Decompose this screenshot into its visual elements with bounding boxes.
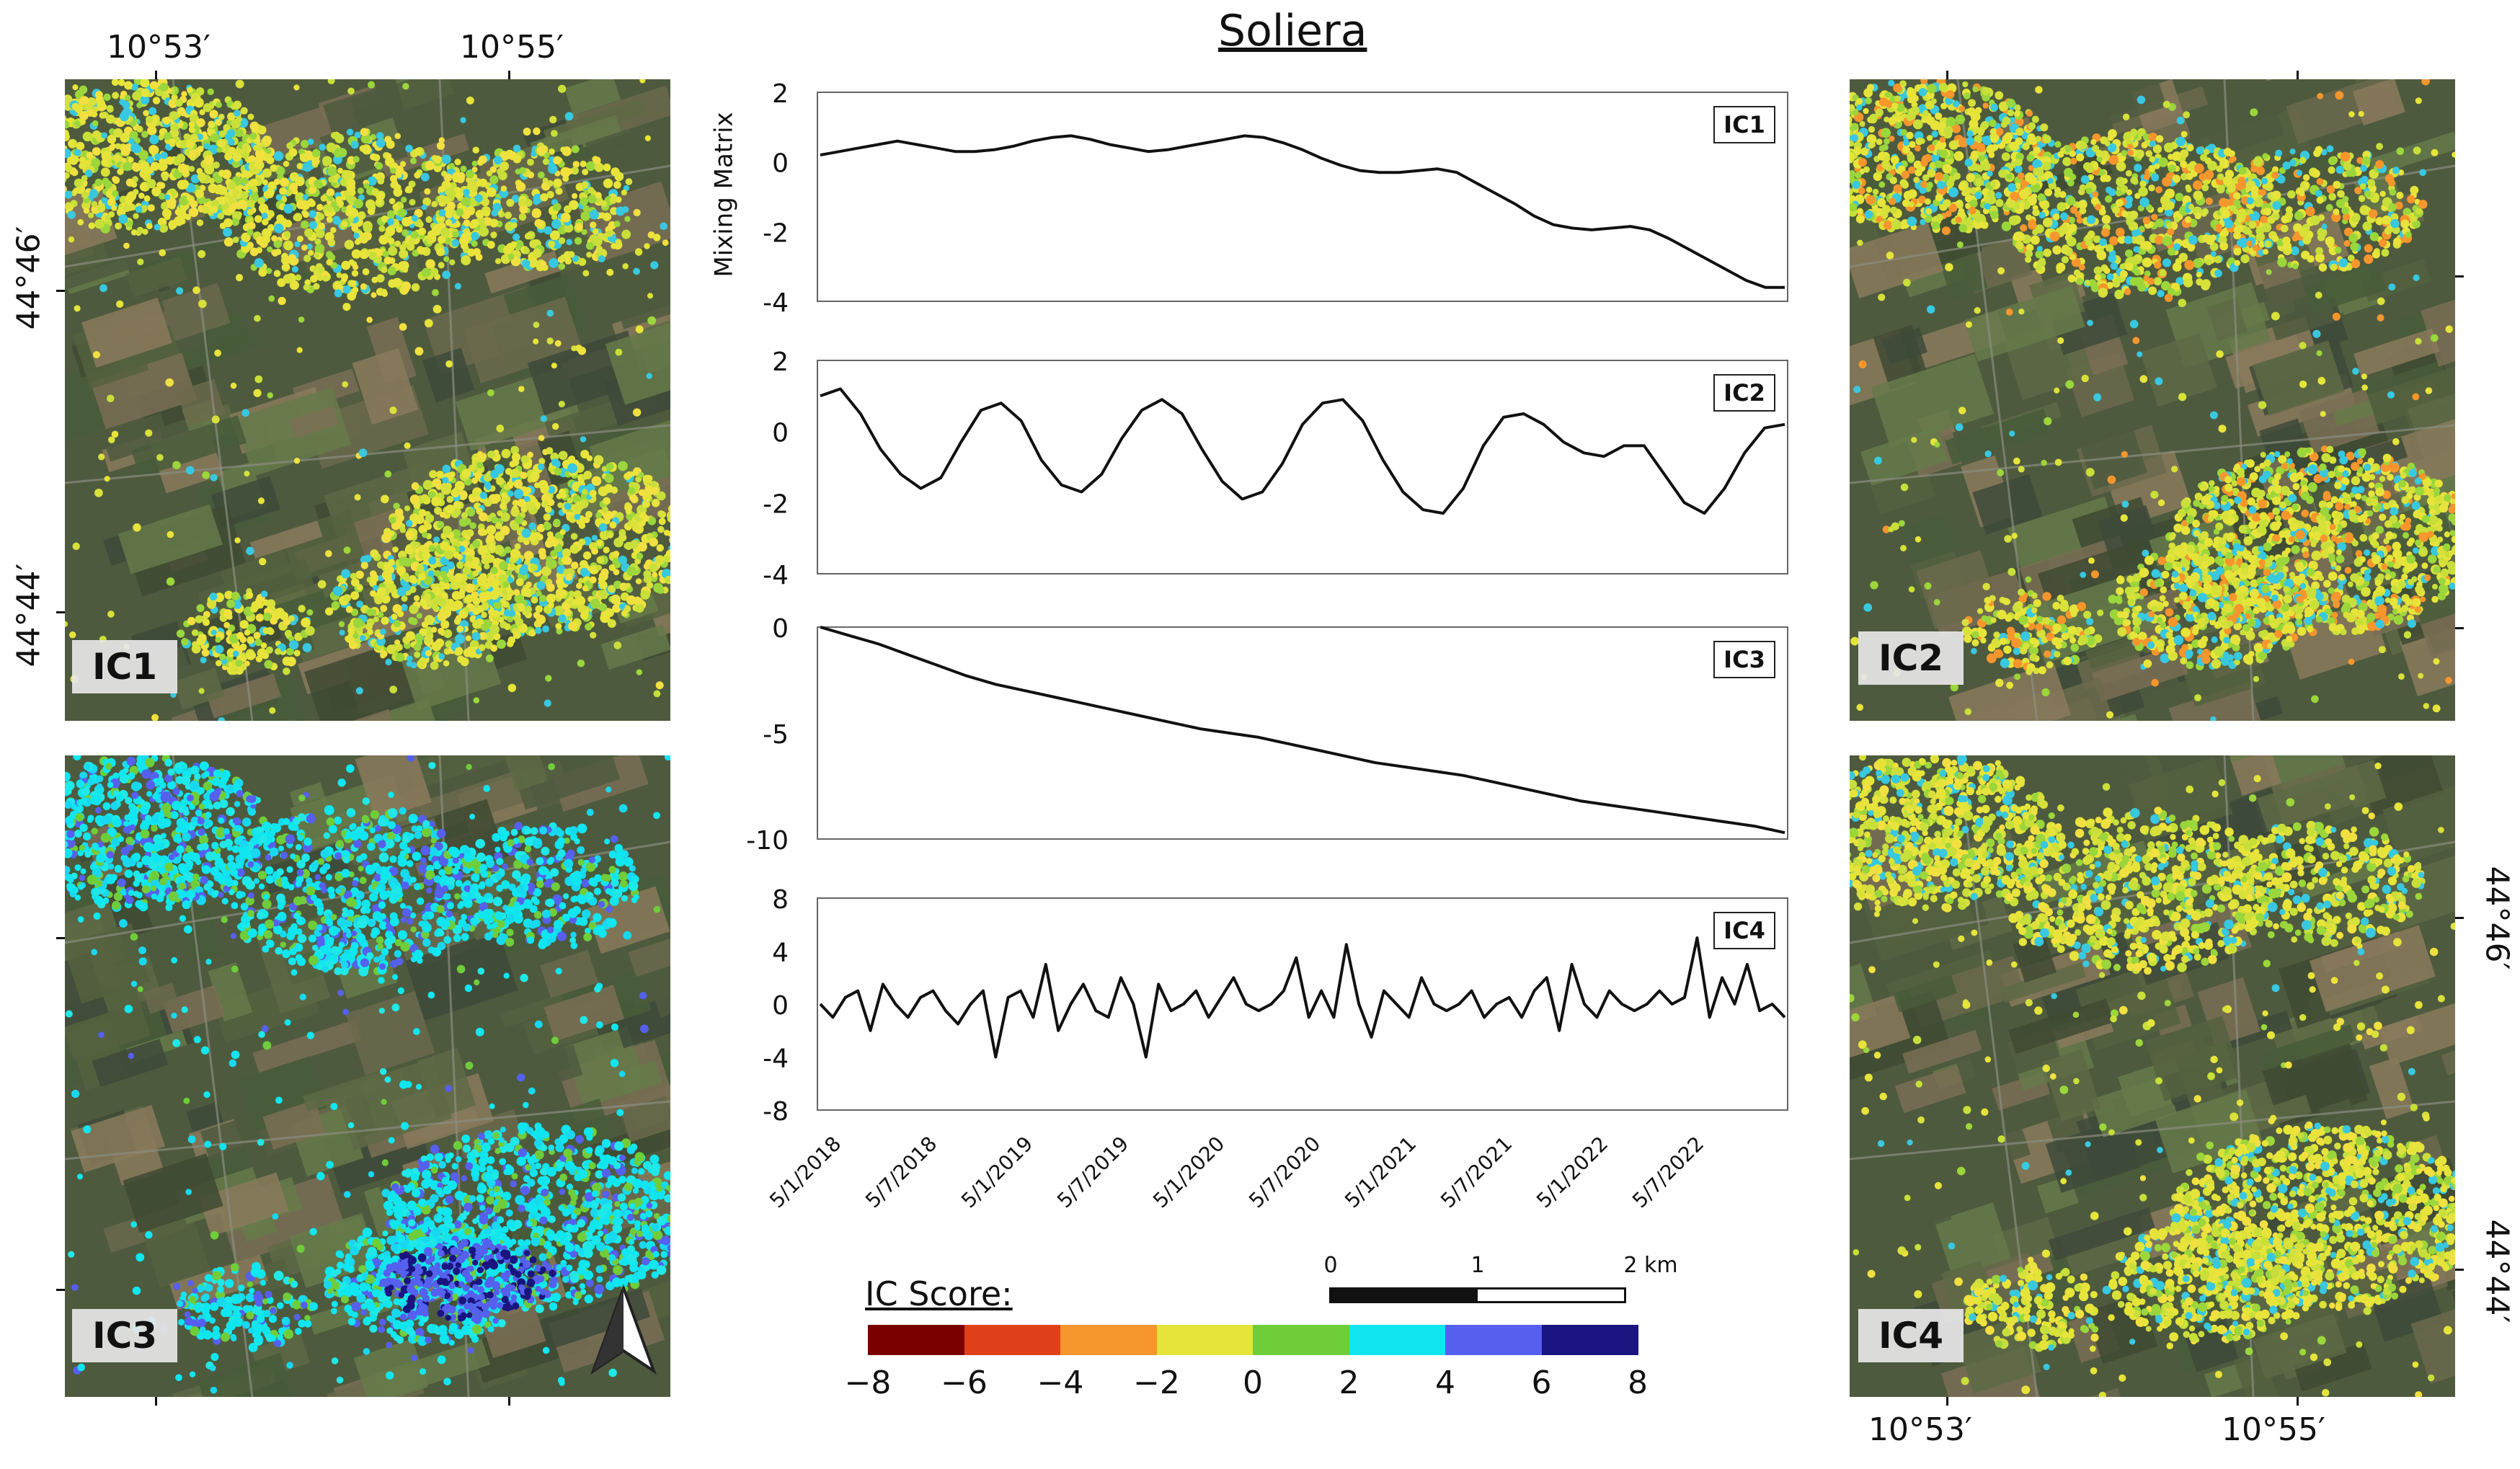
- colorbar-tick-label: −4: [1037, 1364, 1084, 1401]
- figure-title: Soliera: [1218, 6, 1367, 56]
- panel-label-box: [1713, 374, 1775, 412]
- map-ic3: [65, 755, 670, 1397]
- colorbar-tick-label: −2: [1133, 1364, 1180, 1401]
- panel-label-box: [1713, 912, 1775, 949]
- ytick-label: -2: [763, 489, 789, 519]
- ytick-label: -10: [746, 826, 789, 856]
- colorbar-tick-label: 2: [1339, 1364, 1359, 1401]
- ytick-label: 0: [772, 614, 789, 644]
- panel-ic3: 0 -5 -10 IC3: [746, 614, 1788, 856]
- lon-label-top-east: 10°55′: [460, 29, 564, 66]
- panel-ic2: 2 0 -2 -4 IC2: [763, 347, 1788, 590]
- map-label-ic1: IC1: [72, 640, 178, 693]
- colorbar-segment: [1541, 1325, 1638, 1355]
- scale-label-2: 2 km: [1623, 1253, 1678, 1278]
- colorbar-segment: [1445, 1325, 1543, 1355]
- colorbar-tick-label: 4: [1435, 1364, 1455, 1401]
- series-line-ic3: [820, 626, 1785, 835]
- colorbar-segment: [1156, 1325, 1254, 1355]
- panel-label: IC1: [1723, 111, 1765, 138]
- panel-label: IC4: [1723, 917, 1765, 944]
- panel-label: IC3: [1723, 646, 1765, 673]
- panel-frame: [817, 360, 1788, 574]
- map-ic4: [1850, 755, 2455, 1397]
- colorbar-tick-label: 8: [1628, 1364, 1648, 1401]
- series-line-ic2: [820, 387, 1785, 515]
- ytick-label: 2: [772, 347, 789, 377]
- series-line-ic1: [820, 134, 1785, 289]
- colorbar-segment: [1060, 1325, 1158, 1355]
- panel-frame: [817, 626, 1788, 840]
- colorbar-tick-label: −6: [941, 1364, 988, 1401]
- map-ic1: [65, 79, 670, 721]
- colorbar-title: IC Score:: [865, 1274, 1013, 1313]
- panel-frame: [817, 897, 1788, 1111]
- scale-label-1: 1: [1470, 1253, 1485, 1278]
- colorbar-segment: [1253, 1325, 1350, 1355]
- ytick-label: 4: [772, 938, 789, 968]
- ytick-label: -8: [763, 1097, 789, 1127]
- colorbar-tick-label: 0: [1243, 1364, 1263, 1401]
- ytick-label: 2: [772, 79, 789, 109]
- map-label-ic3: IC3: [72, 1309, 178, 1362]
- ytick-label: 0: [772, 419, 789, 448]
- ytick-label: -4: [763, 561, 789, 590]
- panel-ic1: 2 0 -2 -4 IC1: [763, 79, 1788, 318]
- panel-label: IC2: [1723, 379, 1765, 407]
- ytick-label: 8: [772, 885, 789, 915]
- lon-label-top-west: 10°53′: [107, 29, 210, 66]
- map-label-ic4: IC4: [1858, 1309, 1964, 1362]
- ytick-label: 0: [772, 991, 789, 1021]
- colorbar-segment: [868, 1325, 965, 1355]
- colorbar-segment: [1349, 1325, 1446, 1355]
- ytick-label: -4: [763, 1044, 789, 1074]
- panel-label-box: [1713, 106, 1775, 143]
- ytick-label: -5: [763, 720, 789, 750]
- panel-label-box: [1713, 641, 1775, 678]
- scale-label-0: 0: [1323, 1253, 1338, 1278]
- lon-label-bottom-west: 10°53′: [1868, 1411, 1972, 1448]
- colorbar-segment: [964, 1325, 1061, 1355]
- panel-frame: [817, 92, 1788, 302]
- lon-label-bottom-east: 10°55′: [2222, 1411, 2325, 1448]
- scalebar: [1329, 1287, 1626, 1303]
- panel-ic4: 8 4 0 -4 -8 IC4: [763, 885, 1788, 1127]
- ytick-label: 0: [772, 149, 789, 179]
- series-line-ic4: [819, 936, 1786, 1059]
- ytick-label: -4: [763, 288, 789, 318]
- ytick-label: -2: [763, 218, 789, 248]
- map-label-ic2: IC2: [1858, 631, 1964, 685]
- map-ic2: [1850, 79, 2455, 721]
- colorbar-tick-label: −8: [844, 1364, 892, 1401]
- colorbar-tick-label: 6: [1531, 1364, 1552, 1401]
- north-arrow-icon: [587, 1284, 660, 1378]
